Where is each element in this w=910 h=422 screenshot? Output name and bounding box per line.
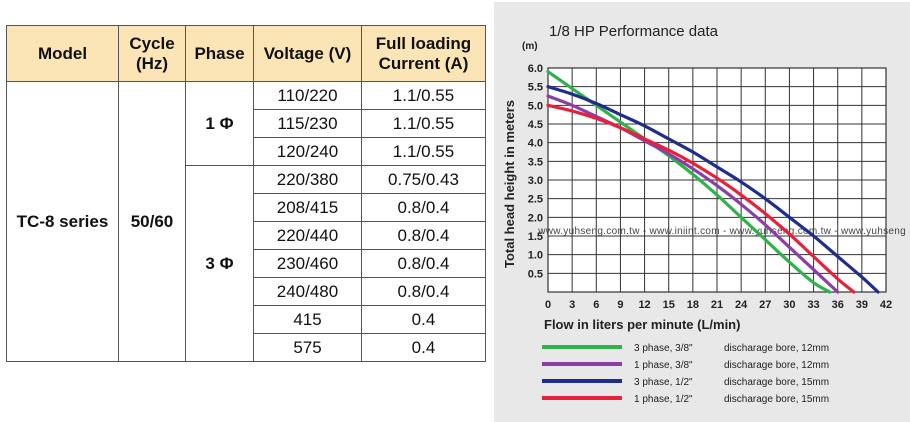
y-tick-label: 2.0 xyxy=(528,212,543,224)
table-row: 208/415 0.8/0.4 xyxy=(7,193,486,222)
current-cell: 0.8/0.4 xyxy=(361,249,486,278)
legend-series-note: discharage bore, 15mm xyxy=(724,377,829,388)
chart-title: 1/8 HP Performance data xyxy=(549,23,719,40)
y-tick-label: 3.5 xyxy=(528,156,543,168)
performance-chart: 1/8 HP Performance data (m) Total head h… xyxy=(502,23,906,405)
model-cell: TC-8 series xyxy=(6,81,119,362)
voltage-cell: 415 xyxy=(253,305,362,334)
x-tick-labels: 0 3 6 9 12 15 18 21 24 27 30 33 36 39 42 xyxy=(545,299,892,311)
legend-series-note: discharage bore, 15mm xyxy=(724,394,829,405)
y-tick-label: 0.5 xyxy=(528,268,543,280)
table-row: 240/480 0.8/0.4 xyxy=(7,277,486,306)
table-header-row: Model Cycle (Hz) Phase Voltage (V) Full … xyxy=(6,25,486,82)
current-cell: 0.8/0.4 xyxy=(361,277,486,306)
x-tick-label: 36 xyxy=(832,299,844,311)
voltage-cell: 230/460 xyxy=(253,249,362,278)
y-tick-label: 3.0 xyxy=(528,175,543,187)
header-phase: Phase xyxy=(185,25,254,82)
current-cell: 0.8/0.4 xyxy=(361,221,486,250)
header-voltage: Voltage (V) xyxy=(253,25,362,82)
performance-chart-panel: 1/8 HP Performance data (m) Total head h… xyxy=(494,2,910,422)
x-tick-label: 3 xyxy=(569,299,575,311)
series-line-1 xyxy=(546,70,832,294)
current-cell: 1.1/0.55 xyxy=(361,109,486,138)
y-tick-label: 4.5 xyxy=(528,119,543,131)
y-tick-label: 6.0 xyxy=(528,63,543,75)
voltage-cell: 120/240 xyxy=(253,137,362,166)
y-tick-labels: 0.5 1.0 1.5 2.0 2.5 3.0 3.5 4.0 4.5 5.0 5.5 6.0 xyxy=(528,63,543,280)
cycle-cell: 50/60 xyxy=(118,81,186,362)
legend-series-note: discharage bore, 12mm xyxy=(724,360,829,371)
x-tick-label: 27 xyxy=(759,299,771,311)
y-tick-label: 1.5 xyxy=(528,231,543,243)
table-row: TC-8 series 50/60 1 Φ 110/220 1.1/0.55 xyxy=(6,81,486,362)
y-axis-label: Total head height in meters xyxy=(502,100,517,268)
x-tick-label: 42 xyxy=(880,299,892,311)
voltage-cell: 220/440 xyxy=(253,221,362,250)
chart-legend: 3 phase, 3/8" discharage bore, 12mm 1 phas… xyxy=(542,343,829,405)
series-line-3 xyxy=(546,85,880,294)
table-row: 575 0.4 xyxy=(7,333,486,362)
voltage-cell: 240/480 xyxy=(253,277,362,306)
voltage-cell: 110/220 xyxy=(253,81,362,110)
voltage-cell: 208/415 xyxy=(253,193,362,222)
legend-series-name: 3 phase, 3/8" xyxy=(634,343,693,354)
voltage-cell: 575 xyxy=(253,333,362,362)
current-cell: 0.4 xyxy=(361,305,486,334)
x-tick-label: 21 xyxy=(711,299,723,311)
current-cell: 1.1/0.55 xyxy=(361,137,486,166)
current-cell: 0.75/0.43 xyxy=(361,165,486,194)
x-tick-label: 39 xyxy=(856,299,868,311)
table-row: 220/440 0.8/0.4 xyxy=(7,221,486,250)
current-cell: 0.8/0.4 xyxy=(361,193,486,222)
chart-series xyxy=(546,70,880,294)
series-line-2 xyxy=(546,94,840,294)
y-tick-label: 1.0 xyxy=(528,250,543,262)
x-tick-label: 24 xyxy=(735,299,748,311)
legend-series-name: 1 phase, 3/8" xyxy=(634,360,693,371)
current-cell: 1.1/0.55 xyxy=(361,81,486,110)
table-row: 415 0.4 xyxy=(7,305,486,334)
y-tick-label: 5.5 xyxy=(528,82,543,94)
table-row: 115/230 1.1/0.55 xyxy=(7,109,486,138)
series-line-4 xyxy=(546,103,856,294)
legend-series-name: 3 phase, 1/2" xyxy=(634,377,693,388)
x-tick-label: 6 xyxy=(593,299,599,311)
x-axis-label: Flow in liters per minute (L/min) xyxy=(544,317,740,332)
x-tick-label: 30 xyxy=(783,299,795,311)
phase-three-cell: 3 Φ xyxy=(185,165,254,362)
y-unit-label: (m) xyxy=(522,41,538,52)
header-cycle: Cycle (Hz) xyxy=(118,25,186,82)
x-tick-label: 15 xyxy=(663,299,675,311)
x-tick-label: 33 xyxy=(807,299,819,311)
watermark-text: www.yuhseng.com.tw - www.iniint.com - ww… xyxy=(537,226,906,237)
y-tick-label: 4.0 xyxy=(528,138,543,150)
voltage-cell: 220/380 xyxy=(253,165,362,194)
current-cell: 0.4 xyxy=(361,333,486,362)
header-model: Model xyxy=(6,25,119,82)
voltage-cell: 115/230 xyxy=(253,109,362,138)
legend-series-name: 1 phase, 1/2" xyxy=(634,394,693,405)
legend-series-note: discharage bore, 12mm xyxy=(724,343,829,354)
y-tick-label: 2.5 xyxy=(528,194,543,206)
x-tick-label: 9 xyxy=(617,299,623,311)
header-current: Full loading Current (A) xyxy=(361,25,486,82)
x-tick-label: 0 xyxy=(545,299,551,311)
spec-table: Model Cycle (Hz) Phase Voltage (V) Full … xyxy=(6,25,486,362)
phase-single-cell: 1 Φ xyxy=(185,81,254,166)
table-row: 120/240 1.1/0.55 xyxy=(7,137,486,166)
x-tick-label: 12 xyxy=(638,299,650,311)
table-row: 230/460 0.8/0.4 xyxy=(7,249,486,278)
x-tick-label: 18 xyxy=(687,299,699,311)
y-tick-label: 5.0 xyxy=(528,100,543,112)
